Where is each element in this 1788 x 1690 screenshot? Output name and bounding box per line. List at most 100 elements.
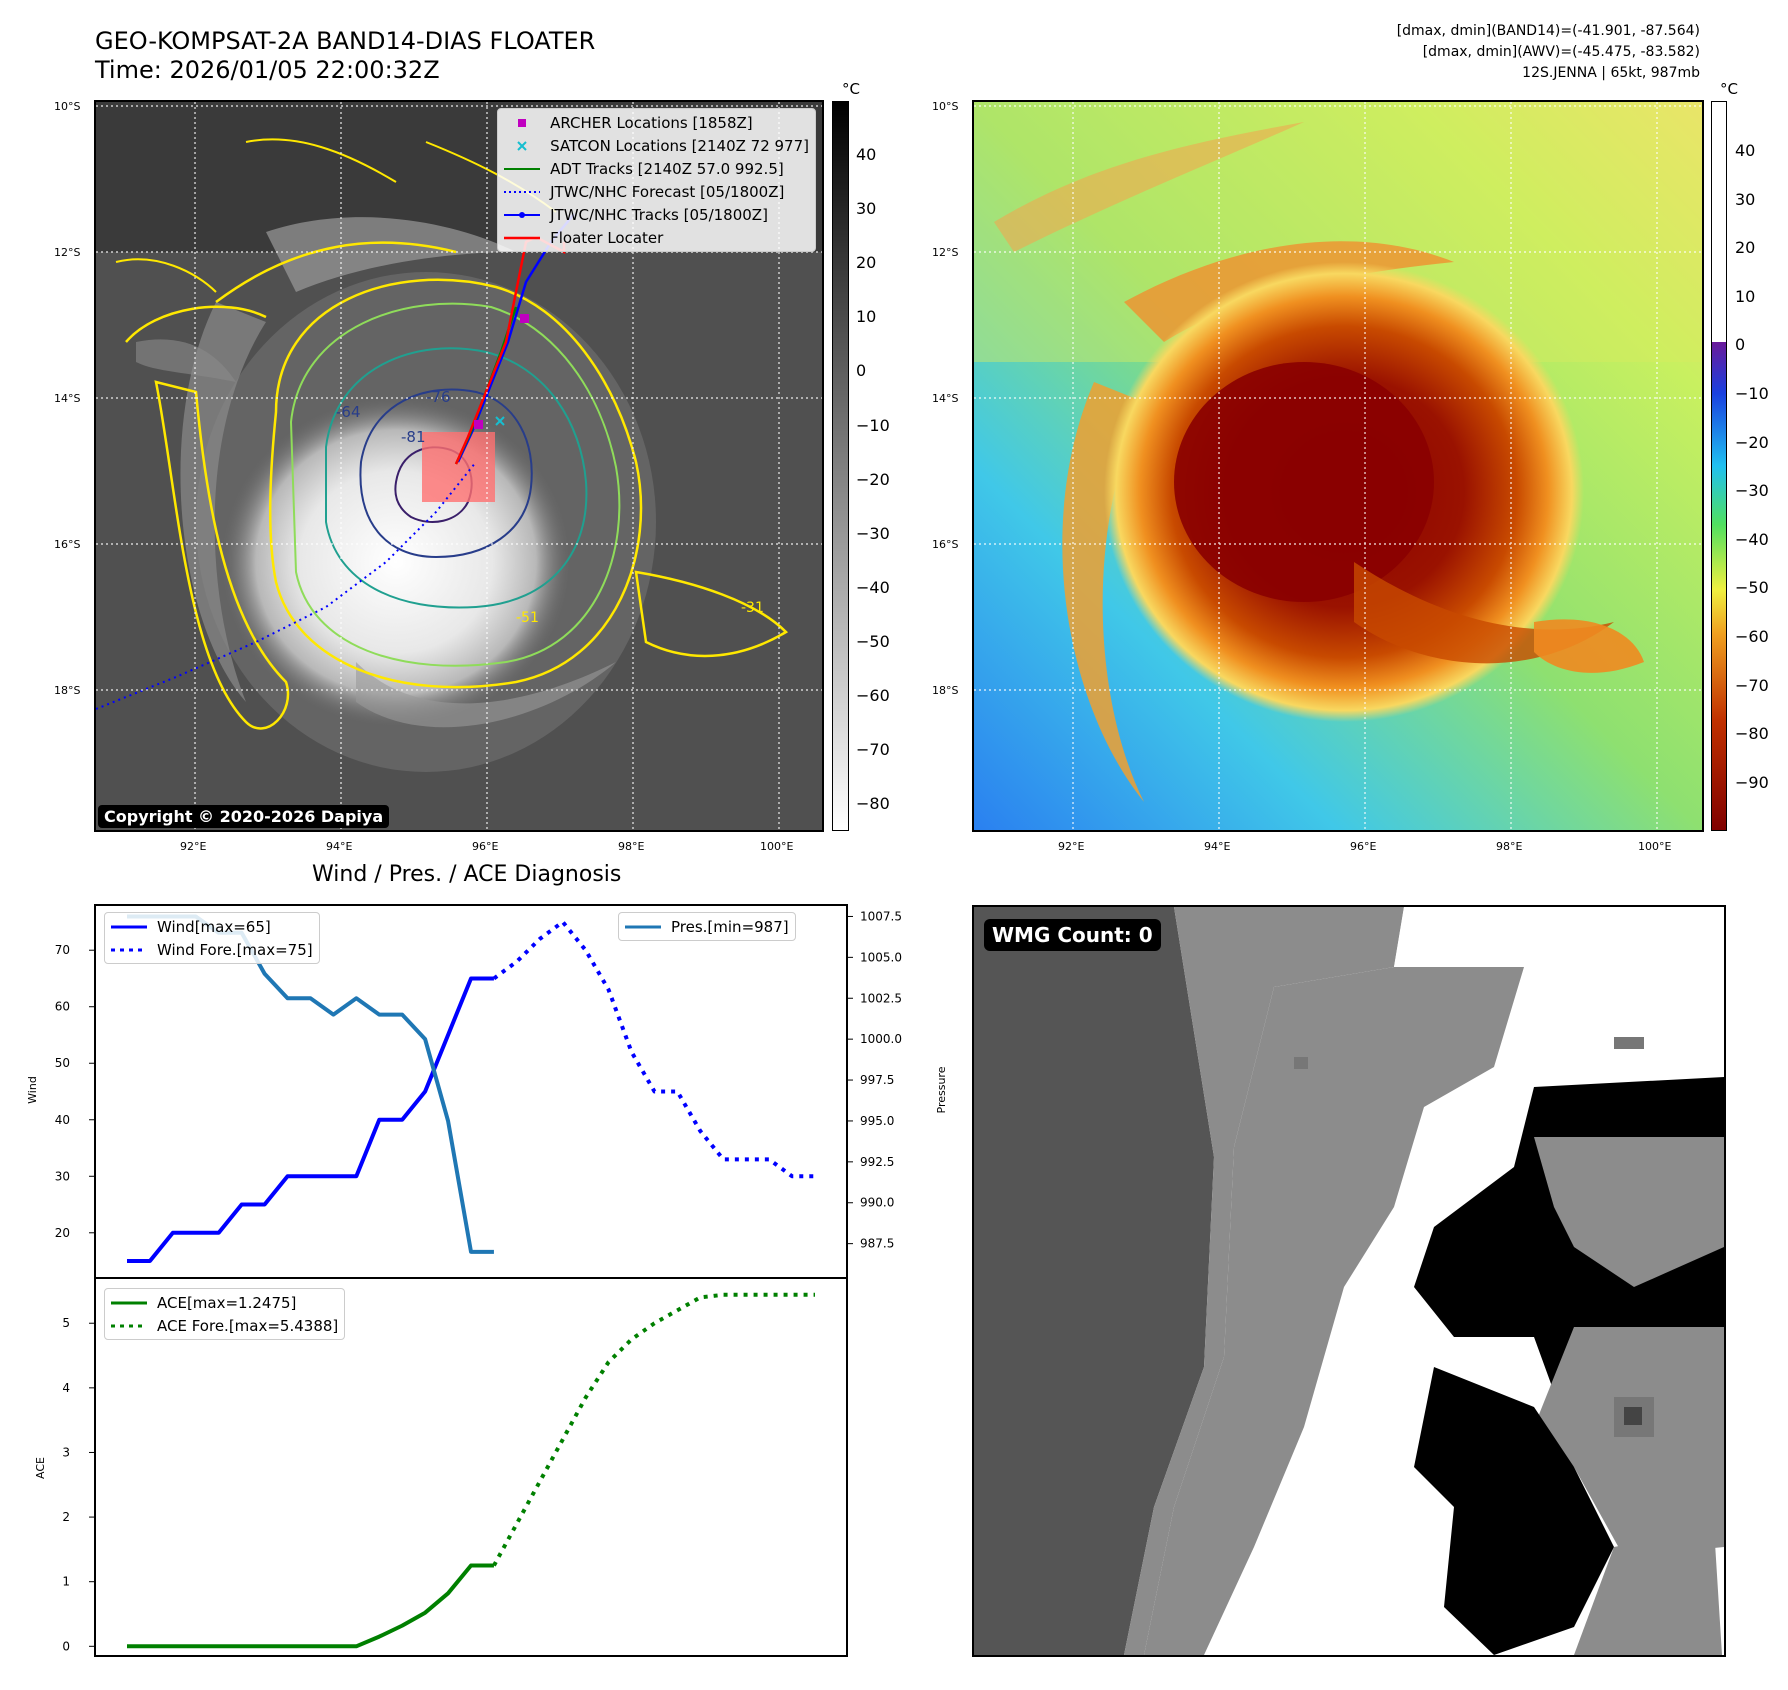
x-marker-icon [504,139,540,153]
lon-tick: 96°E [1350,840,1377,853]
figure-title-line2: Time: 2026/01/05 22:00:32Z [95,56,440,84]
lon-tick: 94°E [326,840,353,853]
wmg-panel: WMG Count: 0 [972,905,1726,1657]
y-right-tick-label: 995.0 [860,1114,894,1128]
lon-tick: 100°E [1638,840,1672,853]
legend-item-wind: Wind[max=65] [111,915,313,938]
ace-axis-label: ACE [34,1457,47,1479]
info-line2: [dmax, dmin](AWV)=(-45.475, -83.582) [1422,44,1700,60]
contour-label: -51 [516,610,539,626]
legend-item-ace: ACE[max=1.2475] [111,1291,338,1314]
colorbar-tick-label: −50 [856,631,890,651]
y-tick-label: 40 [55,1113,70,1127]
series-line-1 [492,919,815,1179]
y-right-tick-label: 992.5 [860,1155,894,1169]
line-dot-marker-icon [504,208,541,222]
colorbar-tick-label: −50 [1735,578,1769,598]
legend-item-archer: ARCHER Locations [1858Z] [504,111,809,134]
ir-satellite-panel: -64 -76 -81 -31 -51 ARCHER Locations [18… [94,100,824,832]
contour-label: -31 [741,600,764,616]
pressure-legend: Pres.[min=987] [618,912,796,941]
line-marker-icon [111,1296,147,1310]
copyright-label: Copyright © 2020-2026 Dapiya [98,805,390,828]
ir-colorbar-unit: °C [842,80,860,98]
diagnosis-chart-title: Wind / Pres. / ACE Diagnosis [312,862,622,887]
legend-item-adt: ADT Tracks [2140Z 57.0 992.5] [504,157,809,180]
figure-title-line1: GEO-KOMPSAT-2A BAND14-DIAS FLOATER [95,27,596,55]
colorbar-tick-label: −10 [1735,384,1769,403]
lat-tick: 16°S [54,538,81,551]
contour-label: -76 [426,388,451,406]
y-right-tick-label: 1002.5 [860,991,902,1005]
colorbar-tick-label: 30 [1735,189,1756,209]
lat-tick: 18°S [932,684,959,697]
colorbar-tick-label: 20 [1735,238,1756,258]
colorbar-tick-label: −10 [856,415,890,435]
line-marker-icon [504,231,541,245]
contour-label: -81 [401,428,426,446]
y-right-tick-label: 990.0 [860,1196,894,1210]
dotted-line-icon [111,1319,147,1333]
ir-legend: ARCHER Locations [1858Z] SATCON Location… [497,108,816,252]
line-marker-icon [111,920,147,934]
colorbar-tick-label: −90 [1735,772,1769,792]
colorbar-tick-label: 10 [1735,286,1756,306]
lat-tick: 12°S [54,246,81,259]
colorbar-tick-label: −70 [856,740,890,760]
ace-y-tick-label: 2 [62,1510,70,1524]
colorbar-tick-label: −60 [1735,627,1769,646]
legend-item-ace-fore: ACE Fore.[max=5.4388] [111,1314,338,1337]
wind-axis-label: Wind [26,1076,39,1104]
y-right-tick-label: 1005.0 [860,950,902,964]
colorbar-tick-label: 0 [856,361,867,381]
ace-series-line-1 [492,1292,815,1567]
ace-y-tick-label: 5 [62,1316,70,1330]
legend-item-floater: Floater Locater [504,226,809,249]
contour-label: -64 [336,403,361,421]
ir-colorbar [832,101,849,831]
colorbar-tick-label: 40 [1735,141,1756,160]
colorbar-tick-label: −60 [856,686,890,705]
legend-item-forecast: JTWC/NHC Forecast [05/1800Z] [504,180,809,203]
line-marker-icon [504,162,541,176]
lat-tick: 18°S [54,684,81,697]
y-tick-label: 60 [55,1000,70,1014]
legend-item-wind-fore: Wind Fore.[max=75] [111,938,313,961]
dotted-line-icon [504,185,541,199]
line-marker-icon [625,920,661,934]
lat-tick: 14°S [932,392,959,405]
y-tick-label: 50 [55,1056,70,1070]
y-right-tick-label: 1007.5 [860,909,902,923]
info-line3: 12S.JENNA | 65kt, 987mb [1522,65,1700,81]
colorbar-tick-label: −40 [1735,529,1769,549]
y-tick-label: 70 [55,943,70,957]
colorbar-tick-label: −20 [856,469,890,489]
color-colorbar-unit: °C [1720,80,1738,98]
lon-tick: 98°E [618,840,645,853]
lat-tick: 12°S [932,246,959,259]
legend-item-satcon: SATCON Locations [2140Z 72 977] [504,134,809,157]
lon-tick: 98°E [1496,840,1523,853]
lat-tick: 10°S [54,100,81,113]
pressure-axis-label: Pressure [935,1066,948,1113]
colorbar-tick-label: 40 [856,145,877,164]
colorbar-tick-label: −20 [1735,432,1769,452]
ace-y-tick-label: 0 [62,1639,70,1653]
lat-tick: 16°S [932,538,959,551]
ace-legend: ACE[max=1.2475] ACE Fore.[max=5.4388] [104,1288,346,1340]
lat-tick: 14°S [54,392,81,405]
wind-legend: Wind[max=65] Wind Fore.[max=75] [104,912,320,964]
color-colorbar [1711,101,1727,831]
y-right-tick-label: 997.5 [860,1073,894,1087]
info-line1: [dmax, dmin](BAND14)=(-41.901, -87.564) [1396,23,1700,39]
lon-tick: 94°E [1204,840,1231,853]
color-enhanced-image [974,102,1702,830]
lon-tick: 92°E [1058,840,1085,853]
y-right-tick-label: 1000.0 [860,1032,902,1046]
ace-y-tick-label: 3 [62,1445,70,1459]
diagnosis-chart: 203040506070987.5990.0992.5995.0997.5100… [26,904,948,1657]
colorbar-tick-label: −40 [856,577,890,597]
colorbar-tick-label: 20 [856,253,877,273]
legend-item-tracks: JTWC/NHC Tracks [05/1800Z] [504,203,809,226]
dotted-line-icon [111,943,147,957]
